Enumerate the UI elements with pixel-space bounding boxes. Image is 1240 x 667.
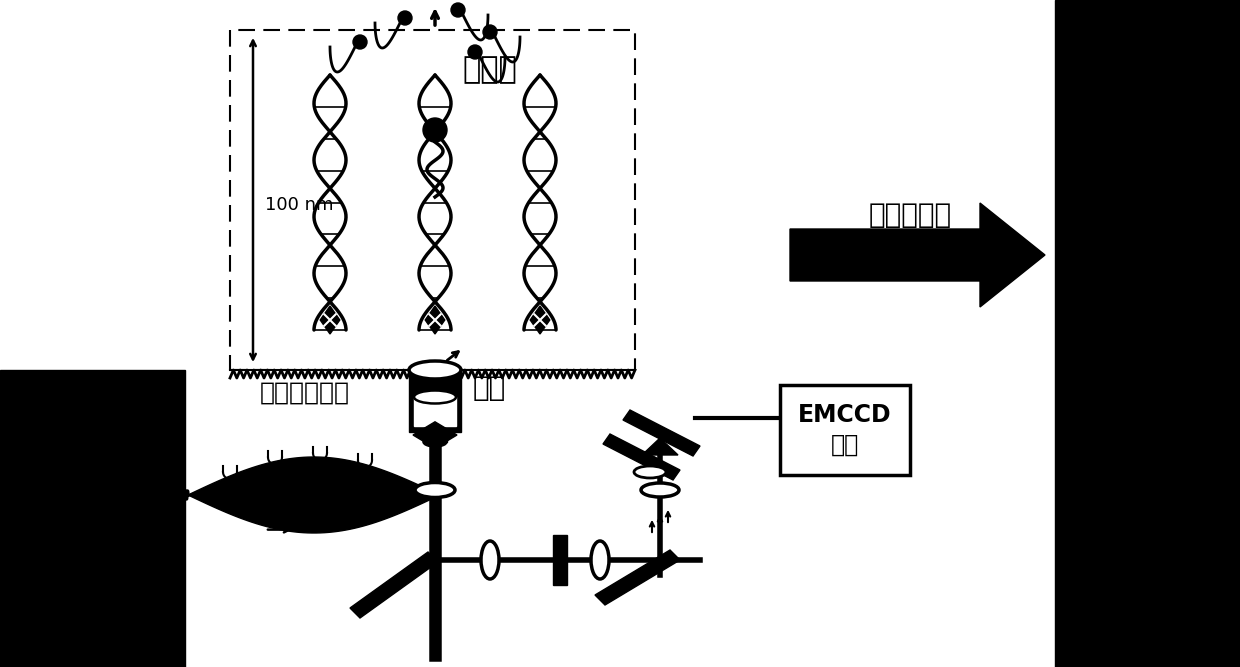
Circle shape <box>451 3 465 17</box>
Circle shape <box>467 45 482 59</box>
Ellipse shape <box>409 361 461 379</box>
Polygon shape <box>642 438 678 455</box>
Bar <box>423 432 446 442</box>
Text: 渐逝场: 渐逝场 <box>463 55 517 85</box>
Polygon shape <box>595 550 680 605</box>
Circle shape <box>398 11 412 25</box>
Polygon shape <box>790 203 1045 307</box>
Bar <box>1055 0 1240 667</box>
Ellipse shape <box>634 466 666 478</box>
Text: 目镜: 目镜 <box>472 374 506 402</box>
Bar <box>780 385 910 475</box>
Text: 单分子计数: 单分子计数 <box>868 201 951 229</box>
Ellipse shape <box>481 541 498 579</box>
Bar <box>0 370 185 667</box>
Text: 全内反射激发: 全内反射激发 <box>260 381 350 405</box>
Bar <box>409 370 461 432</box>
Text: EMCCD
相机: EMCCD 相机 <box>799 403 892 457</box>
Bar <box>553 535 567 585</box>
Bar <box>229 30 635 370</box>
Polygon shape <box>350 552 438 618</box>
Ellipse shape <box>591 541 609 579</box>
Polygon shape <box>425 306 445 334</box>
Polygon shape <box>413 422 458 448</box>
Circle shape <box>423 118 446 142</box>
Circle shape <box>484 25 497 39</box>
Polygon shape <box>622 410 701 456</box>
Polygon shape <box>320 306 340 334</box>
Polygon shape <box>603 434 680 480</box>
Ellipse shape <box>641 483 680 497</box>
Text: 100 nm: 100 nm <box>265 196 334 214</box>
Bar <box>414 397 456 426</box>
Polygon shape <box>188 457 440 533</box>
Ellipse shape <box>423 437 446 447</box>
Circle shape <box>353 35 367 49</box>
Ellipse shape <box>415 482 455 498</box>
Polygon shape <box>531 306 549 334</box>
Ellipse shape <box>414 390 456 404</box>
